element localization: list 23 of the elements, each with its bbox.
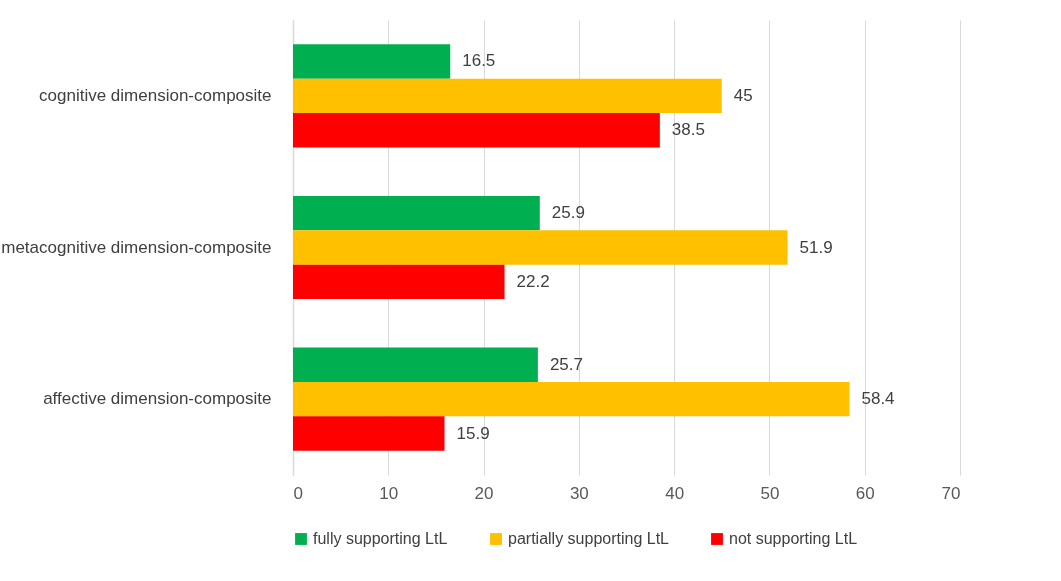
data-label: 22.2 (516, 271, 550, 291)
data-label: 15.9 (456, 423, 490, 443)
data-label: 51.9 (799, 237, 833, 257)
y-tick-label: cognitive dimension-composite (39, 85, 272, 105)
x-tick-label: 40 (665, 483, 685, 503)
data-label: 58.4 (861, 389, 895, 409)
data-label: 38.5 (671, 120, 705, 140)
x-tick-label: 50 (760, 483, 780, 503)
legend-label: fully supporting LtL (313, 530, 448, 547)
data-label: 16.5 (462, 51, 496, 71)
x-tick-label: 60 (855, 483, 875, 503)
data-label: 45 (733, 85, 753, 105)
legend-label: not supporting LtL (729, 530, 858, 547)
x-tick-label: 10 (379, 483, 399, 503)
data-label: 25.7 (549, 354, 583, 374)
x-tick-label: 0 (293, 483, 303, 503)
x-tick-label: 20 (474, 483, 494, 503)
data-label: 25.9 (551, 203, 585, 223)
x-tick-label: 70 (941, 483, 961, 503)
y-tick-label: affective dimension-composite (43, 389, 272, 409)
y-tick-label: metacognitive dimension-composite (1, 237, 272, 257)
legend-label: partially supporting LtL (508, 530, 670, 547)
x-tick-label: 30 (569, 483, 589, 503)
